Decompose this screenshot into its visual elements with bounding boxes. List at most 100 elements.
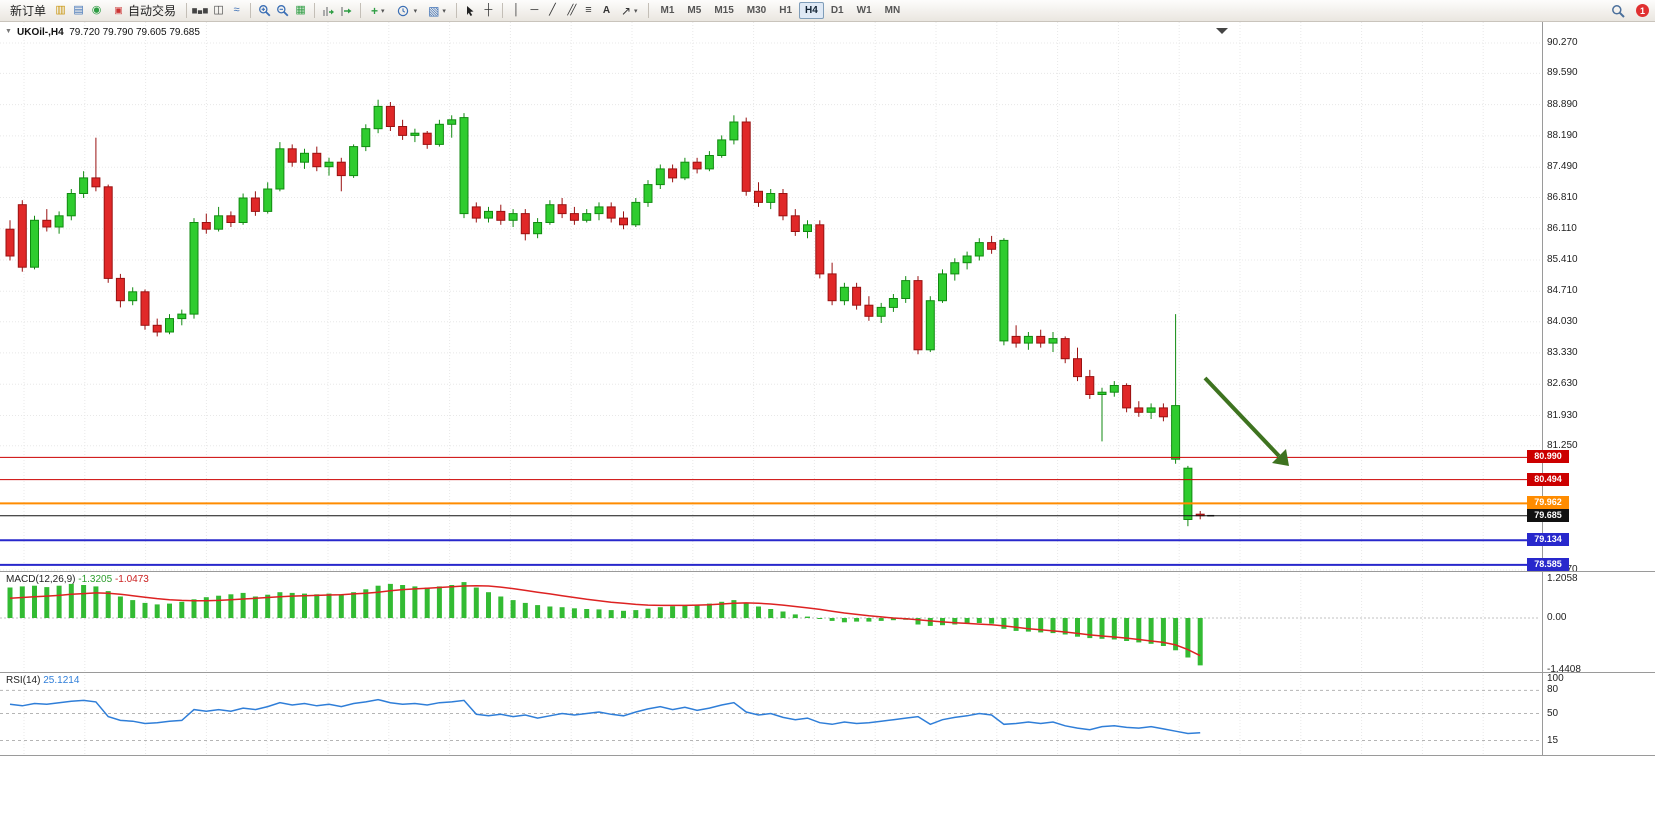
candle bbox=[1183, 467, 1193, 521]
candle bbox=[471, 206, 481, 219]
vertical-line-icon[interactable]: │ bbox=[513, 4, 520, 16]
fibonacci-icon[interactable]: ≡ bbox=[585, 4, 592, 16]
candle bbox=[888, 298, 898, 308]
timeframe-d1[interactable]: D1 bbox=[830, 5, 844, 16]
chart-window-icon[interactable]: ▥ bbox=[55, 4, 66, 16]
panel-divider[interactable] bbox=[0, 755, 1655, 756]
candle bbox=[520, 213, 530, 235]
candle bbox=[103, 186, 113, 279]
timeframe-mn[interactable]: MN bbox=[884, 5, 901, 16]
candle bbox=[226, 215, 236, 224]
chevron-down-icon: ▾ bbox=[381, 7, 385, 15]
auto-scroll-icon[interactable] bbox=[321, 3, 336, 19]
candle bbox=[152, 324, 162, 333]
annotation-arrow[interactable] bbox=[1203, 376, 1289, 466]
macd-axis-label: -1.4408 bbox=[1547, 663, 1581, 675]
chart-shift-icon[interactable] bbox=[339, 3, 354, 19]
auto-trading-icon: ▣ bbox=[114, 5, 123, 15]
price-tag: 79.134 bbox=[1527, 533, 1569, 547]
arrows-tool-button[interactable]: ↗ ▾ bbox=[617, 2, 642, 20]
candle bbox=[422, 132, 432, 145]
trendline-icon[interactable]: ╱ bbox=[549, 4, 556, 16]
line-chart-icon[interactable]: ≈ bbox=[233, 4, 240, 16]
cursor-icon[interactable] bbox=[463, 3, 478, 19]
candle bbox=[533, 222, 543, 235]
timeframe-toolbar: M1 M5 M15 M30 H1 H4 D1 W1 MN bbox=[655, 2, 907, 19]
candle bbox=[17, 204, 27, 268]
templates-button[interactable]: ▧ ▾ bbox=[424, 2, 450, 20]
timeframe-m30[interactable]: M30 bbox=[746, 5, 767, 16]
y-axis-label: 87.490 bbox=[1547, 161, 1578, 173]
candle bbox=[631, 201, 641, 226]
horizontal-line-icon[interactable]: ─ bbox=[530, 4, 539, 16]
notification-badge[interactable]: 1 bbox=[1636, 4, 1649, 17]
rsi-name: RSI(14) bbox=[6, 675, 41, 686]
candle bbox=[54, 215, 64, 228]
price-axis-line bbox=[1542, 22, 1543, 755]
chart-shift-marker[interactable] bbox=[1216, 28, 1228, 34]
candle bbox=[999, 239, 1009, 342]
candle bbox=[42, 219, 52, 228]
y-axis-label: 89.590 bbox=[1547, 67, 1578, 79]
macd-canvas[interactable] bbox=[0, 571, 1540, 672]
search-icon[interactable] bbox=[1610, 3, 1625, 19]
rsi-canvas[interactable] bbox=[0, 672, 1540, 755]
one-click-trading-expander[interactable]: ▼ bbox=[5, 28, 12, 35]
candle bbox=[974, 242, 984, 257]
candle bbox=[115, 277, 125, 302]
toolbar-separator bbox=[501, 3, 503, 18]
y-axis-label: 86.810 bbox=[1547, 191, 1578, 203]
candle bbox=[925, 300, 935, 351]
new-order-button[interactable]: 新订单 bbox=[10, 4, 47, 18]
candle bbox=[778, 193, 788, 217]
indicators-add-button[interactable]: + ▾ bbox=[367, 2, 389, 20]
price-chart-canvas[interactable] bbox=[0, 22, 1540, 571]
candle bbox=[827, 273, 837, 302]
periods-button[interactable]: ▾ bbox=[392, 2, 422, 20]
candle bbox=[201, 222, 211, 230]
bar-chart-icon[interactable]: ▆▄▆ bbox=[192, 7, 209, 14]
community-icon[interactable]: ◉ bbox=[91, 4, 102, 16]
candle bbox=[434, 123, 444, 145]
timeframe-m1[interactable]: M1 bbox=[660, 5, 675, 16]
candle bbox=[79, 177, 89, 194]
candle bbox=[1048, 338, 1058, 344]
candle bbox=[5, 228, 15, 257]
timeframe-w1[interactable]: W1 bbox=[856, 5, 872, 16]
time-axis[interactable] bbox=[0, 755, 1655, 783]
candle bbox=[754, 190, 763, 203]
channel-icon[interactable]: ╱╱ bbox=[567, 4, 576, 16]
timeframe-h1[interactable]: H1 bbox=[779, 5, 793, 16]
panel-divider[interactable] bbox=[0, 571, 1655, 572]
market-watch-icon[interactable]: ▤ bbox=[73, 4, 84, 16]
panel-divider[interactable] bbox=[0, 672, 1655, 673]
candle bbox=[373, 105, 383, 130]
text-tool-icon[interactable]: A bbox=[602, 4, 611, 16]
toolbar-separator bbox=[186, 3, 188, 18]
toolbar-separator bbox=[455, 3, 457, 18]
zoom-in-icon[interactable] bbox=[257, 3, 272, 19]
candle bbox=[643, 184, 653, 203]
rsi-axis-label: 15 bbox=[1547, 734, 1559, 746]
macd-axis-label: 0.00 bbox=[1547, 612, 1567, 623]
y-axis-label: 88.890 bbox=[1547, 98, 1578, 110]
timeframe-m5[interactable]: M5 bbox=[687, 5, 702, 16]
candle bbox=[557, 204, 567, 215]
candle bbox=[275, 148, 285, 190]
grid-icon[interactable]: ▦ bbox=[295, 4, 306, 16]
timeframe-h4[interactable]: H4 bbox=[799, 2, 824, 19]
candle bbox=[741, 121, 751, 192]
rsi-axis-label: 80 bbox=[1547, 684, 1559, 696]
candle bbox=[165, 318, 174, 333]
chevron-down-icon: ▾ bbox=[413, 7, 418, 15]
candle bbox=[594, 206, 604, 215]
clock-icon bbox=[396, 3, 411, 19]
auto-trading-button[interactable]: ▣ 自动交易 bbox=[107, 2, 180, 20]
auto-trading-label: 自动交易 bbox=[128, 4, 177, 18]
timeframe-m15[interactable]: M15 bbox=[714, 5, 734, 16]
plus-icon: + bbox=[371, 3, 379, 18]
crosshair-icon[interactable]: ┼ bbox=[484, 4, 493, 16]
zoom-out-icon[interactable] bbox=[275, 3, 290, 19]
candlestick-chart-icon[interactable]: ◫ bbox=[213, 4, 224, 16]
candle bbox=[30, 219, 39, 268]
